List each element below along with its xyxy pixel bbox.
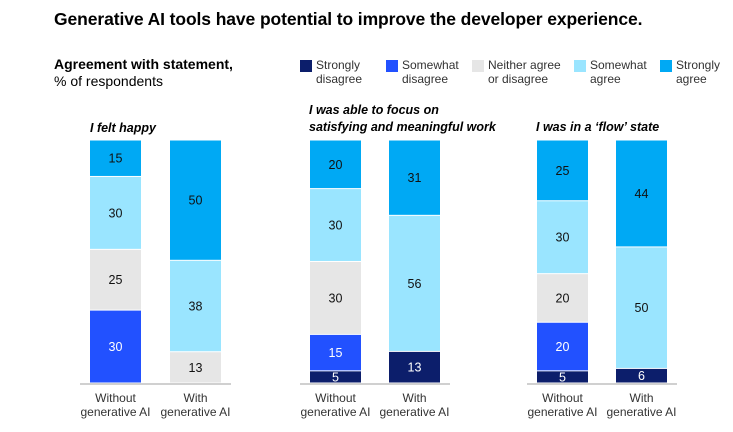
data-label: 30 <box>109 340 123 354</box>
data-label: 13 <box>189 361 203 375</box>
bar-segment <box>389 140 440 215</box>
data-label: 30 <box>556 231 570 245</box>
bar-segment <box>310 334 361 371</box>
data-label: 15 <box>329 346 343 360</box>
data-label: 50 <box>189 194 203 208</box>
legend-label: Somewhat agree <box>590 58 647 86</box>
legend-label: Strongly disagree <box>316 58 363 86</box>
bar-segment <box>170 352 221 383</box>
legend-label: Somewhat disagree <box>402 58 459 86</box>
x-tick-label: Without <box>542 391 583 405</box>
data-label: 20 <box>329 158 343 172</box>
legend-label: Strongly agree <box>676 58 721 86</box>
bar-segment <box>389 215 440 351</box>
bar-segment <box>90 310 141 383</box>
bar-segment <box>310 189 361 261</box>
chart-subtitle: Agreement with statement,% of respondent… <box>54 56 233 90</box>
legend-swatch <box>660 60 672 72</box>
bar-segment <box>170 140 221 260</box>
subtitle-bold: Agreement with statement, <box>54 56 233 72</box>
x-tick-label: generative AI <box>160 405 230 419</box>
data-label: 30 <box>329 219 343 233</box>
data-label: 20 <box>556 340 570 354</box>
bar-segment <box>616 140 667 247</box>
bar-segment <box>616 247 667 368</box>
data-label: 56 <box>408 277 422 291</box>
data-label: 6 <box>638 369 645 383</box>
x-tick-label: generative AI <box>527 405 597 419</box>
x-tick-label: Without <box>315 391 356 405</box>
chart-title: Generative AI tools have potential to im… <box>54 9 643 29</box>
bar-segment <box>310 262 361 334</box>
panel-title-focus: I was able to focus on satisfying and me… <box>309 103 496 134</box>
x-tick-label: With <box>184 391 208 405</box>
bar-segment <box>90 140 141 176</box>
x-tick-label: generative AI <box>606 405 676 419</box>
data-label: 30 <box>109 206 123 220</box>
bar-segment <box>310 140 361 189</box>
bar-segment <box>170 260 221 352</box>
data-label: 25 <box>556 164 570 178</box>
bar-segment <box>537 274 588 322</box>
x-tick-label: Without <box>95 391 136 405</box>
data-label: 30 <box>329 291 343 305</box>
legend-swatch <box>300 60 312 72</box>
bar-segment <box>90 249 141 310</box>
data-label: 20 <box>556 291 570 305</box>
legend-swatch <box>386 60 398 72</box>
data-label: 38 <box>189 300 203 314</box>
data-label: 50 <box>635 301 649 315</box>
data-label: 31 <box>408 171 422 185</box>
data-label: 44 <box>635 187 649 201</box>
bar-segment <box>310 371 361 383</box>
bar-segment <box>537 140 588 201</box>
bar-segment <box>537 322 588 371</box>
panel-title-flow: I was in a ‘flow’ state <box>536 120 660 134</box>
bar-segment <box>616 368 667 383</box>
data-label: 13 <box>408 361 422 375</box>
bar-segment <box>537 371 588 383</box>
x-tick-label: With <box>403 391 427 405</box>
subtitle-unit: % of respondents <box>54 73 163 89</box>
data-label: 25 <box>109 273 123 287</box>
panel-title-happy: I felt happy <box>90 121 156 135</box>
data-label: 5 <box>332 370 339 384</box>
x-tick-label: With <box>630 391 654 405</box>
x-tick-label: generative AI <box>300 405 370 419</box>
x-tick-label: generative AI <box>80 405 150 419</box>
data-label: 15 <box>109 152 123 166</box>
data-label: 5 <box>559 370 566 384</box>
legend-swatch <box>472 60 484 72</box>
bar-segment <box>389 351 440 383</box>
bar-segment <box>90 176 141 249</box>
bar-segment <box>537 201 588 274</box>
legend-swatch <box>574 60 586 72</box>
legend-label: Neither agree or disagree <box>488 58 561 86</box>
x-tick-label: generative AI <box>379 405 449 419</box>
